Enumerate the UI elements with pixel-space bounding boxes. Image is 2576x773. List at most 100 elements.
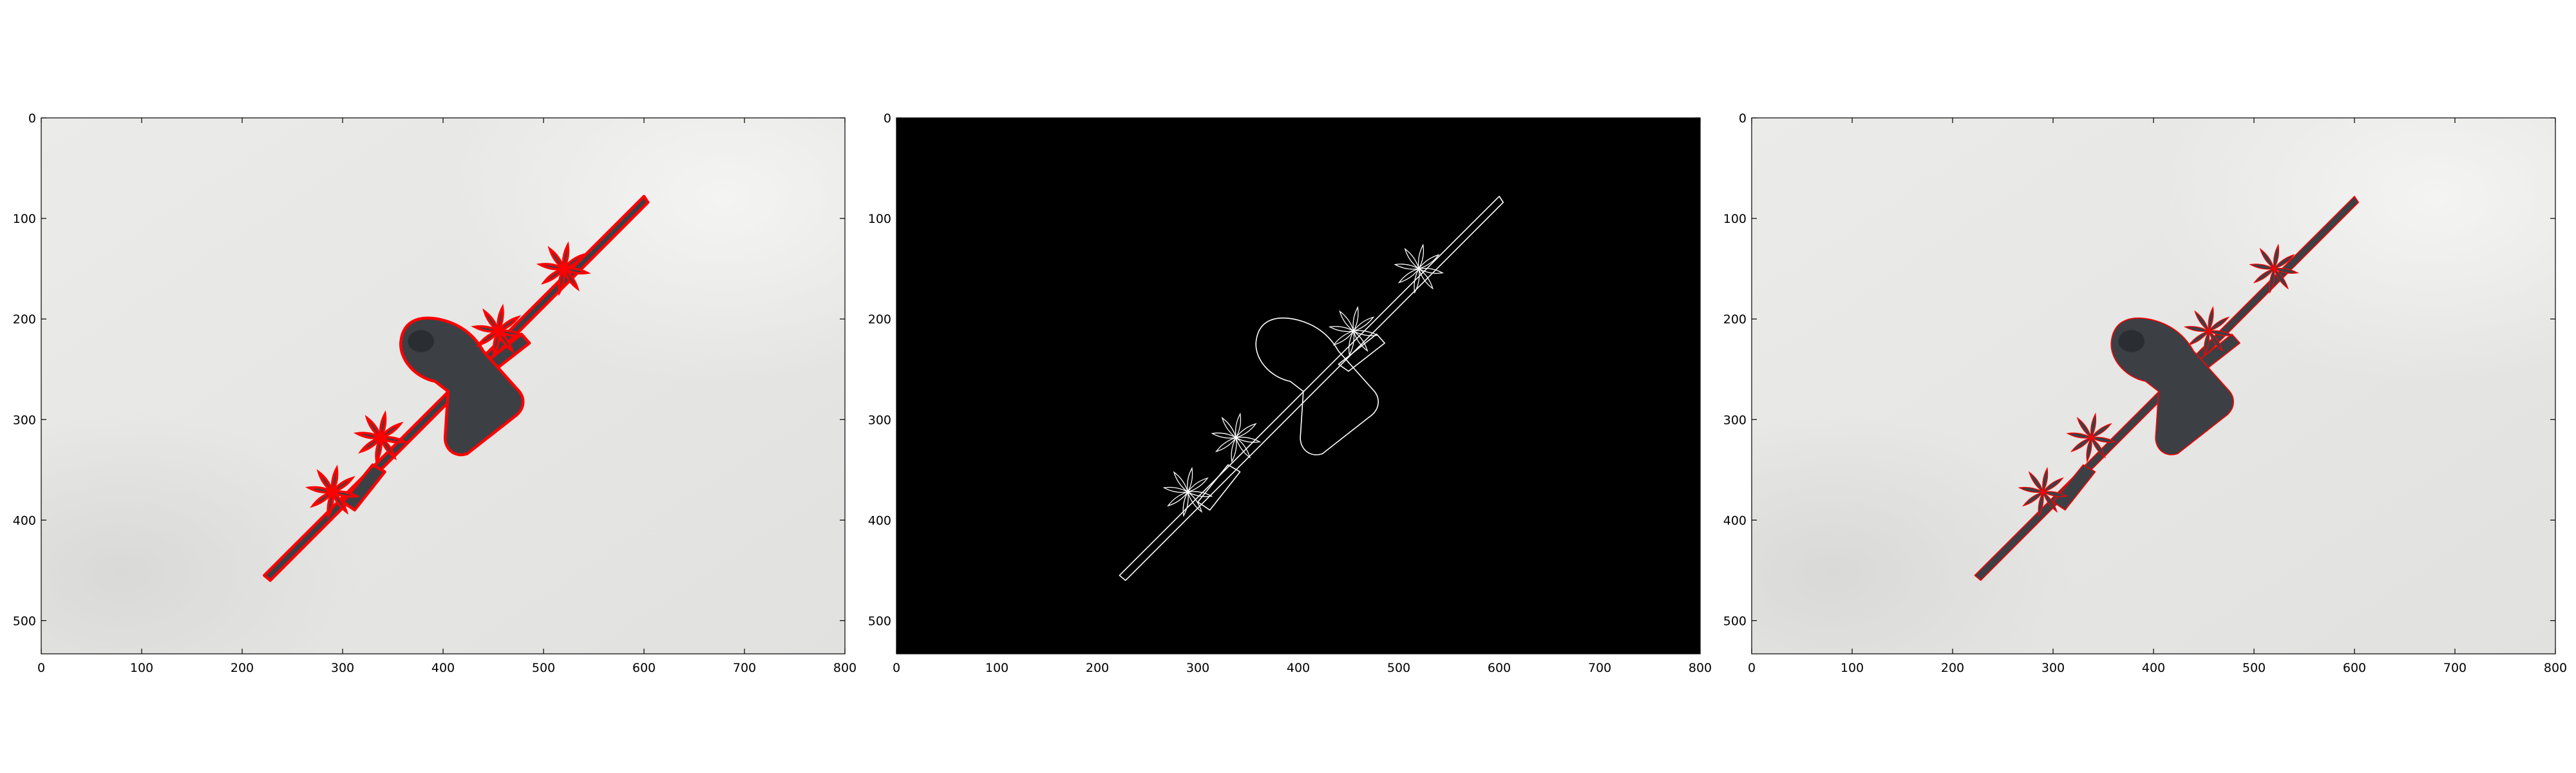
propeller-blade (2273, 267, 2300, 274)
y-tick-label: 300 (1723, 413, 1747, 427)
propeller-blade (330, 489, 349, 515)
propeller-blade (365, 415, 383, 441)
propeller-blade (375, 434, 383, 465)
propeller-blade (1404, 247, 1420, 270)
propeller-blade (2042, 466, 2049, 493)
propeller-blade (1348, 329, 1355, 356)
x-tick-label: 200 (1941, 661, 1964, 675)
propeller-0 (1162, 466, 1213, 517)
propeller-3 (2249, 243, 2300, 294)
cockpit (2118, 330, 2145, 352)
propeller-blade (2070, 437, 2092, 453)
propeller-blade (1235, 436, 1251, 459)
propeller-blade (2249, 263, 2276, 270)
propeller-blade (2086, 436, 2092, 463)
x-tick-label: 700 (1588, 661, 1611, 675)
propeller-blade (1235, 423, 1257, 439)
x-tick-label: 500 (1387, 661, 1410, 675)
propeller-blade (2208, 316, 2230, 332)
propeller-blade (1221, 417, 1237, 439)
aircraft (263, 195, 650, 582)
x-tick-label: 0 (1748, 661, 1756, 675)
x-tick-label: 100 (1841, 661, 1864, 675)
x-tick-label: 0 (37, 661, 45, 675)
propeller-blade (1352, 330, 1368, 352)
x-tick-label: 100 (985, 661, 1009, 675)
aircraft-wing-0 (341, 463, 386, 512)
propeller-blade (2273, 254, 2295, 270)
x-tick-label: 500 (2242, 661, 2266, 675)
aircraft (1974, 195, 2360, 581)
propeller-blade (2273, 243, 2280, 271)
propeller-blade (1328, 326, 1355, 332)
contour-mask-panel: 0 100 200 300 400 500 600 700 800 0 100 200 300 400 50… (868, 111, 1712, 675)
propeller-blade (560, 267, 591, 275)
x-tick-label: 400 (1287, 661, 1310, 675)
smooth-overlay-panel: 0 100 200 300 400 500 600 700 800 0 100 200 300 400 50… (1723, 111, 2567, 675)
aircraft-body (1255, 318, 1379, 455)
propeller-blade (1332, 330, 1355, 346)
propeller-1 (353, 410, 408, 465)
aircraft-body (399, 316, 525, 457)
y-tick-label: 0 (1739, 111, 1747, 126)
propeller-blade (379, 410, 387, 442)
propeller-blade (2269, 267, 2275, 294)
y-tick-label: 500 (13, 614, 36, 628)
x-tick-label: 500 (532, 661, 555, 675)
propeller-blade (1187, 491, 1203, 513)
propeller-blade (2090, 437, 2117, 443)
propeller-1 (1211, 412, 1262, 463)
propeller-blade (379, 434, 397, 461)
propeller-blade (377, 421, 404, 440)
x-tick-label: 300 (331, 661, 354, 675)
x-tick-label: 200 (1086, 661, 1109, 675)
mask-background (896, 118, 1700, 654)
propeller-blade (330, 464, 339, 496)
propeller-blade (1211, 432, 1238, 439)
propeller-blade (1186, 477, 1209, 493)
propeller-blade (492, 327, 500, 359)
y-tick-label: 0 (884, 111, 891, 126)
y-tick-label: 400 (13, 513, 36, 528)
x-tick-label: 700 (733, 661, 756, 675)
propeller-3 (1394, 243, 1444, 294)
propeller-blade (357, 435, 384, 454)
propeller-blade (328, 490, 360, 498)
propeller-blade (1339, 310, 1354, 332)
propeller-blade (2041, 477, 2064, 493)
propeller-blade (1417, 243, 1425, 271)
propeller-blade (2042, 491, 2058, 513)
aircraft-wing-0 (2052, 464, 2096, 511)
propeller-1 (2066, 412, 2117, 463)
propeller-blade (2259, 247, 2275, 270)
propeller-0 (2018, 466, 2069, 517)
propeller-blade (1417, 267, 1444, 274)
y-tick-label: 100 (13, 212, 36, 226)
x-tick-label: 400 (2142, 661, 2165, 675)
propeller-blade (495, 315, 522, 334)
propeller-blade (547, 245, 566, 272)
propeller-blade (475, 329, 502, 347)
propeller-2 (2183, 306, 2234, 356)
propeller-blade (1186, 491, 1213, 497)
propeller-blade (496, 328, 515, 354)
propeller-blade (1417, 254, 1440, 270)
y-tick-label: 100 (868, 212, 891, 226)
propeller-blade (1187, 466, 1193, 493)
propeller-blade (2018, 486, 2045, 493)
propeller-blade (1215, 437, 1237, 453)
y-tick-label: 400 (1723, 513, 1747, 528)
propeller-blade (497, 303, 504, 335)
y-tick-label: 500 (1723, 614, 1747, 628)
propeller-blade (2207, 330, 2234, 336)
propeller-blade (2203, 329, 2210, 356)
propeller-blade (305, 486, 337, 494)
propeller-blade (2076, 417, 2092, 439)
propeller-blade (1418, 267, 1434, 290)
propeller-blade (2041, 491, 2069, 497)
y-tick-label: 200 (13, 312, 36, 327)
propeller-blade (1231, 436, 1237, 463)
aircraft-body (2110, 318, 2234, 455)
propeller-blade (1352, 330, 1379, 336)
